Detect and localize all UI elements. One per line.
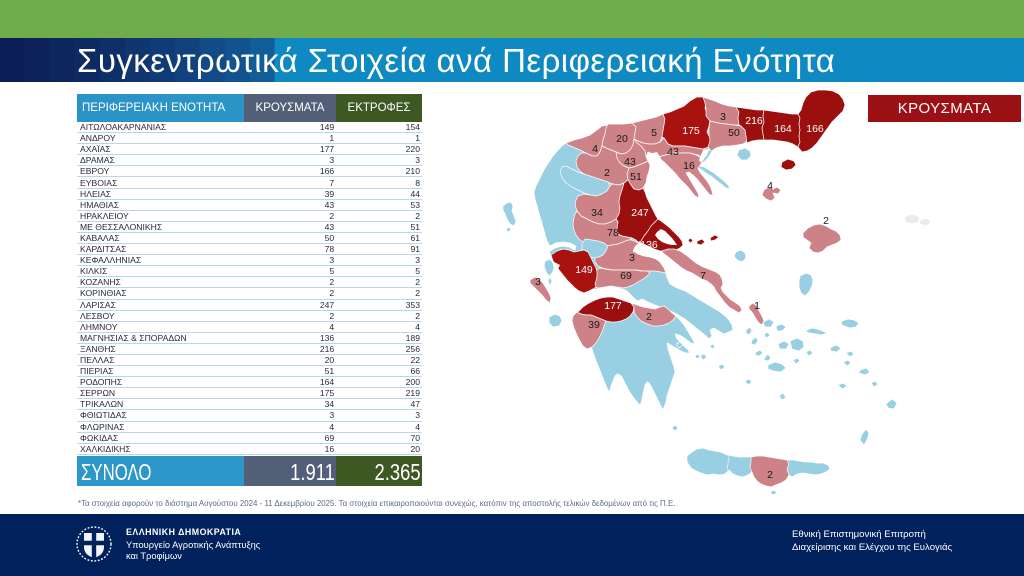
- svg-text:1: 1: [754, 300, 760, 312]
- svg-text:43: 43: [667, 146, 679, 158]
- svg-text:50: 50: [728, 127, 740, 139]
- svg-text:175: 175: [682, 125, 700, 137]
- svg-text:2: 2: [767, 469, 773, 481]
- svg-text:2: 2: [823, 215, 829, 227]
- svg-text:34: 34: [591, 207, 603, 219]
- svg-text:51: 51: [630, 171, 642, 183]
- svg-text:3: 3: [720, 111, 726, 123]
- svg-text:216: 216: [745, 115, 763, 127]
- svg-text:43: 43: [624, 156, 636, 168]
- svg-text:177: 177: [604, 300, 622, 312]
- svg-text:2: 2: [646, 311, 652, 323]
- svg-text:2: 2: [604, 167, 610, 179]
- svg-text:247: 247: [631, 207, 649, 219]
- svg-text:69: 69: [620, 270, 632, 282]
- svg-text:166: 166: [806, 123, 824, 135]
- svg-text:7: 7: [700, 270, 706, 282]
- svg-text:3: 3: [629, 252, 635, 264]
- svg-text:164: 164: [774, 123, 792, 135]
- svg-text:78: 78: [607, 227, 619, 239]
- svg-text:16: 16: [683, 160, 695, 172]
- svg-text:5: 5: [651, 127, 657, 139]
- svg-text:4: 4: [592, 143, 598, 155]
- svg-text:149: 149: [575, 264, 593, 276]
- svg-text:3: 3: [535, 276, 541, 288]
- svg-text:136: 136: [640, 239, 658, 251]
- svg-text:39: 39: [588, 319, 600, 331]
- svg-text:20: 20: [616, 133, 628, 145]
- svg-text:4: 4: [767, 180, 773, 192]
